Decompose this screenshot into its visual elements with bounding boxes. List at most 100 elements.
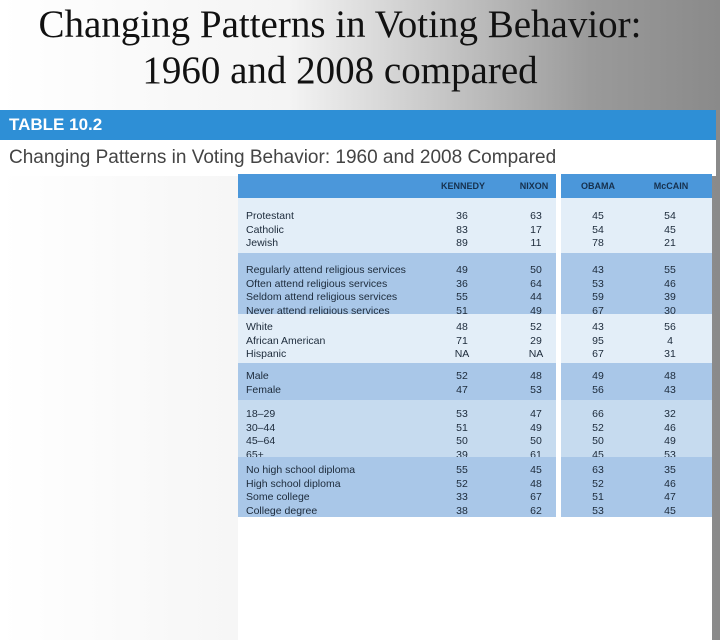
value-cell: 63: [592, 464, 604, 476]
value-cell: 36: [456, 210, 468, 222]
row-label: Protestant: [246, 210, 294, 222]
value-cell: 29: [530, 334, 542, 347]
row-label: African American: [246, 334, 326, 347]
value-cell: 52: [456, 370, 468, 382]
row-label: Seldom attend religious services: [246, 291, 398, 303]
value-cell: 53: [664, 448, 676, 461]
table-row: Regularly attend religious services 49 50 4…: [238, 264, 712, 277]
value-cell: 56: [592, 383, 604, 396]
row-label: 30–44: [246, 421, 276, 434]
value-cell: 49: [664, 435, 676, 447]
value-cell: 55: [664, 264, 676, 276]
value-cell: 52: [592, 421, 604, 434]
value-cell: 53: [530, 383, 542, 396]
value-cell: 53: [592, 277, 604, 290]
column-divider: [556, 174, 561, 640]
value-cell: 78: [592, 237, 604, 249]
value-cell: 50: [592, 435, 604, 447]
table-header-row: KENNEDY NIXON OBAMA McCAIN: [238, 174, 712, 198]
row-label: Never attend religious services: [246, 304, 390, 317]
row-label: Some college: [246, 491, 310, 503]
value-cell: 61: [530, 448, 542, 461]
column-header-obama: OBAMA: [581, 181, 615, 191]
table-row: Seldom attend religious services 55 44 59 39: [238, 291, 712, 304]
value-cell: 89: [456, 237, 468, 249]
row-label: Female: [246, 383, 282, 396]
table-row: 45–64 50 50 50 49: [238, 435, 712, 448]
value-cell: NA: [528, 348, 544, 360]
value-cell: 50: [456, 435, 468, 447]
value-cell: 21: [664, 237, 676, 249]
value-cell: 43: [592, 264, 604, 276]
row-label: Catholic: [246, 223, 284, 236]
value-cell: 11: [530, 237, 542, 249]
value-cell: 33: [456, 491, 468, 503]
value-cell: 47: [456, 383, 468, 396]
row-label: College degree: [246, 504, 318, 517]
row-label: Regularly attend religious services: [246, 264, 406, 276]
value-cell: 49: [530, 421, 542, 434]
row-label: White: [246, 321, 273, 333]
value-cell: 43: [664, 383, 676, 396]
value-cell: 52: [530, 321, 542, 333]
value-cell: 46: [664, 477, 676, 490]
value-cell: 45: [592, 210, 604, 222]
value-cell: 54: [592, 223, 604, 236]
value-cell: 45: [530, 464, 542, 476]
table-row: Hispanic NA NA 67 31: [238, 348, 712, 361]
table-row: 30–44 51 49 52 46: [238, 422, 712, 435]
value-cell: 51: [456, 421, 468, 434]
table-row: Jewish 89 11 78 21: [238, 237, 712, 250]
row-group: White 48 52 43 56 African American 71 29 95 4 Hisp…: [238, 314, 712, 363]
row-label: 45–64: [246, 435, 276, 447]
row-group: No high school diploma 55 45 63 35 High schoo…: [238, 457, 712, 517]
value-cell: 55: [456, 291, 468, 303]
value-cell: 56: [664, 321, 676, 333]
table-row: Never attend religious services 51 49 67 30: [238, 305, 712, 318]
value-cell: 53: [456, 408, 468, 420]
value-cell: 67: [592, 304, 604, 317]
table-row: Protestant 36 63 45 54: [238, 210, 712, 223]
value-cell: 59: [592, 291, 604, 303]
table-row: Catholic 83 17 54 45: [238, 224, 712, 237]
value-cell: 47: [664, 491, 676, 503]
value-cell: 44: [530, 291, 542, 303]
value-cell: 95: [592, 334, 604, 347]
value-cell: 54: [664, 210, 676, 222]
value-cell: 64: [530, 277, 542, 290]
value-cell: NA: [454, 348, 470, 360]
row-group: Regularly attend religious services 49 50 4…: [238, 253, 712, 317]
row-label: Often attend religious services: [246, 277, 388, 290]
value-cell: 52: [592, 477, 604, 490]
value-cell: 47: [530, 408, 542, 420]
value-cell: 45: [592, 448, 604, 461]
value-cell: 51: [456, 304, 468, 317]
value-cell: 39: [664, 291, 676, 303]
value-cell: 48: [456, 321, 468, 333]
value-cell: 45: [664, 504, 676, 517]
column-header-mccain: McCAIN: [653, 181, 689, 191]
value-cell: 4: [667, 334, 673, 347]
row-group: 18–29 53 47 66 32 30–44 51 49 52 46 45–64 50 50 50 49 6…: [238, 400, 712, 461]
table-row: High school diploma 52 48 52 46: [238, 478, 712, 491]
table-label: TABLE 10.2: [0, 110, 716, 140]
slide-title: Changing Patterns in Voting Behavior: 19…: [38, 3, 642, 92]
value-cell: 50: [530, 435, 542, 447]
table-panel: TABLE 10.2 Changing Patterns in Voting B…: [0, 110, 716, 640]
value-cell: 46: [664, 421, 676, 434]
value-cell: 71: [456, 334, 468, 347]
table-row: White 48 52 43 56: [238, 321, 712, 334]
row-label: 18–29: [246, 408, 276, 420]
value-cell: 67: [530, 491, 542, 503]
value-cell: 49: [456, 264, 468, 276]
row-label: Jewish: [246, 237, 279, 249]
row-label: High school diploma: [246, 477, 341, 490]
table-row: Some college 33 67 51 47: [238, 491, 712, 504]
value-cell: 51: [592, 491, 604, 503]
value-cell: 66: [592, 408, 604, 420]
table-caption: Changing Patterns in Voting Behavior: 19…: [0, 140, 716, 176]
column-header-nixon: NIXON: [519, 181, 549, 191]
value-cell: 62: [530, 504, 542, 517]
value-cell: 45: [664, 223, 676, 236]
value-cell: 35: [664, 464, 676, 476]
